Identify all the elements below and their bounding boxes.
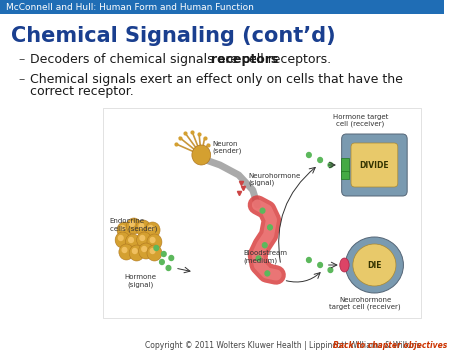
Circle shape — [307, 153, 311, 158]
Circle shape — [118, 235, 123, 240]
Text: Hormone target
cell (receiver): Hormone target cell (receiver) — [333, 114, 388, 127]
Circle shape — [166, 266, 171, 271]
Bar — [341, 171, 349, 179]
Circle shape — [265, 271, 270, 276]
Text: correct receptor.: correct receptor. — [30, 86, 134, 98]
Text: Hormone
(signal): Hormone (signal) — [124, 274, 156, 288]
Text: Neurohormone
target cell (receiver): Neurohormone target cell (receiver) — [329, 297, 401, 311]
Ellipse shape — [340, 258, 349, 272]
Circle shape — [328, 268, 333, 273]
Text: Chemical signals exert an effect only on cells that have the: Chemical signals exert an effect only on… — [30, 73, 403, 87]
Circle shape — [119, 244, 134, 260]
Text: Copyright © 2011 Wolters Kluwer Health | Lippincott Williams & Wilkins: Copyright © 2011 Wolters Kluwer Health |… — [145, 342, 420, 350]
FancyBboxPatch shape — [351, 143, 398, 187]
Circle shape — [129, 245, 144, 261]
Circle shape — [127, 218, 141, 234]
Circle shape — [115, 232, 130, 248]
Circle shape — [136, 220, 151, 236]
FancyBboxPatch shape — [342, 134, 407, 196]
Circle shape — [117, 222, 132, 238]
Text: Back to chapter objectives: Back to chapter objectives — [333, 342, 447, 350]
Circle shape — [126, 234, 140, 250]
Circle shape — [150, 237, 155, 242]
Circle shape — [142, 246, 146, 251]
Circle shape — [318, 158, 322, 163]
Circle shape — [120, 225, 125, 230]
Ellipse shape — [353, 244, 396, 286]
Text: Decoders of chemical signals are cell receptors.: Decoders of chemical signals are cell re… — [30, 54, 331, 66]
Circle shape — [139, 224, 144, 229]
Text: Endocrine
cells (sender): Endocrine cells (sender) — [109, 218, 157, 231]
Ellipse shape — [346, 237, 403, 293]
Circle shape — [147, 234, 162, 250]
Circle shape — [145, 222, 160, 238]
Text: –: – — [18, 73, 25, 87]
Circle shape — [260, 208, 265, 213]
Text: McConnell and Hull: Human Form and Human Function: McConnell and Hull: Human Form and Human… — [6, 2, 254, 11]
Bar — [341, 158, 349, 172]
Circle shape — [129, 237, 133, 242]
Text: –: – — [18, 54, 25, 66]
Circle shape — [328, 163, 333, 168]
Text: Neuron
(sender): Neuron (sender) — [212, 141, 242, 154]
Bar — [0, 0, 444, 14]
Circle shape — [154, 246, 159, 251]
Bar — [103, 108, 421, 318]
Text: DIE: DIE — [367, 261, 382, 269]
Text: receptors: receptors — [211, 54, 279, 66]
Circle shape — [137, 232, 152, 248]
Circle shape — [150, 248, 155, 253]
Circle shape — [192, 145, 210, 165]
Circle shape — [132, 248, 137, 253]
Circle shape — [263, 243, 267, 248]
Text: Chemical Signaling (cont’d): Chemical Signaling (cont’d) — [11, 26, 336, 46]
Circle shape — [147, 245, 162, 261]
Circle shape — [169, 256, 173, 261]
Circle shape — [148, 225, 153, 230]
Circle shape — [140, 235, 145, 240]
Circle shape — [307, 257, 311, 262]
Circle shape — [268, 225, 273, 230]
Text: Bloodstream
(medium): Bloodstream (medium) — [243, 250, 287, 263]
Circle shape — [160, 260, 164, 264]
Circle shape — [122, 247, 127, 252]
Circle shape — [138, 243, 154, 259]
Circle shape — [162, 251, 166, 257]
Text: DIVIDE: DIVIDE — [360, 160, 389, 169]
Circle shape — [256, 256, 261, 261]
Circle shape — [318, 262, 322, 268]
Text: Neurohormone
(signal): Neurohormone (signal) — [248, 173, 301, 186]
Circle shape — [130, 222, 134, 226]
